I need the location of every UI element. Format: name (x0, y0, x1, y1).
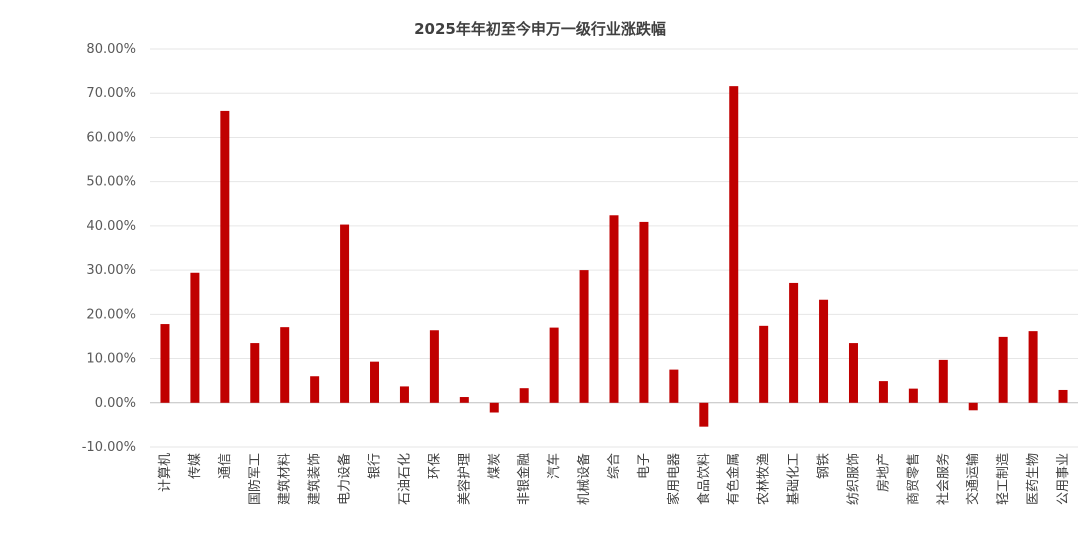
bar (220, 110, 230, 403)
y-tick-label: 20.00% (86, 307, 136, 322)
bar (429, 330, 439, 403)
x-tick-label: 商贸零售 (905, 453, 921, 505)
y-tick-label: 70.00% (86, 86, 136, 101)
bar (699, 402, 709, 427)
x-tick-label: 美容护理 (456, 453, 472, 505)
x-tick-label: 社会服务 (935, 453, 951, 505)
x-tick-label: 农林牧渔 (757, 453, 772, 505)
x-axis-ticks: 计算机 传媒 通信 国防军工 建筑材料 建筑装饰 电力设备 银行 石油石化 环保 美容护理 煤炭 非银金… (158, 453, 1071, 505)
bar (729, 86, 739, 403)
x-tick-label: 机械设备 (576, 453, 592, 505)
bar (310, 376, 320, 403)
x-tick-label: 非银金融 (516, 453, 532, 505)
bar (639, 221, 649, 403)
x-tick-label: 建筑材料 (277, 453, 293, 505)
bar (280, 327, 290, 403)
y-tick-label: -10.00% (82, 440, 136, 455)
y-tick-label: 10.00% (86, 352, 136, 367)
x-tick-label: 纺织服饰 (846, 453, 861, 505)
y-tick-label: 40.00% (86, 219, 136, 234)
bar (609, 215, 619, 403)
bar (908, 388, 918, 403)
bar (459, 397, 469, 403)
x-tick-label: 建筑装饰 (307, 453, 323, 505)
x-tick-label: 家用电器 (666, 453, 682, 505)
bar (848, 343, 858, 403)
bar (549, 327, 559, 403)
chart-title: 2025年年初至今申万一级行业涨跌幅 (414, 20, 666, 38)
x-tick-label: 轻工制造 (996, 453, 1011, 505)
bar (998, 336, 1008, 403)
bars (160, 86, 1068, 427)
x-tick-label: 计算机 (158, 453, 173, 492)
bar (789, 282, 799, 403)
x-tick-label: 房地产 (875, 453, 891, 492)
bar (190, 272, 200, 403)
x-tick-label: 银行 (368, 453, 383, 479)
bar (370, 361, 380, 403)
x-tick-label: 国防军工 (247, 453, 263, 505)
x-tick-label: 钢铁 (817, 453, 832, 479)
x-tick-label: 石油石化 (397, 453, 412, 505)
x-tick-label: 电子 (637, 453, 652, 479)
x-tick-label: 医药生物 (1026, 453, 1041, 505)
x-tick-label: 环保 (427, 453, 442, 479)
y-tick-label: 30.00% (86, 263, 136, 278)
x-tick-label: 通信 (218, 453, 233, 479)
bar (160, 324, 170, 403)
x-tick-label: 电力设备 (337, 453, 353, 505)
bar (579, 270, 589, 403)
bar (489, 402, 499, 413)
y-tick-label: 50.00% (86, 175, 136, 190)
bar (1028, 331, 1038, 403)
bar (250, 343, 260, 403)
bar (819, 299, 829, 403)
bar (669, 369, 679, 403)
x-tick-label: 基础化工 (787, 453, 802, 505)
x-tick-label: 公用事业 (1056, 453, 1071, 505)
y-tick-label: 60.00% (86, 130, 136, 145)
x-tick-label: 煤炭 (487, 453, 502, 479)
x-tick-label: 汽车 (546, 453, 562, 479)
x-tick-label: 有色金属 (726, 453, 742, 505)
x-tick-label: 交通运输 (965, 453, 981, 505)
y-axis-ticks: -10.00% 0.00% 10.00% 20.00% 30.00% 40.00% 50.0… (82, 42, 136, 455)
bar (1058, 389, 1068, 403)
bar (938, 359, 948, 403)
x-tick-label: 食品饮料 (696, 453, 712, 505)
bar (968, 402, 978, 411)
bar (519, 388, 529, 403)
y-tick-label: 0.00% (95, 396, 136, 411)
x-tick-label: 综合 (607, 453, 622, 479)
y-tick-label: 80.00% (86, 42, 136, 57)
bar (340, 224, 350, 403)
bar (759, 325, 769, 403)
bar (878, 381, 888, 403)
bar (399, 386, 409, 403)
x-tick-label: 传媒 (188, 453, 203, 479)
